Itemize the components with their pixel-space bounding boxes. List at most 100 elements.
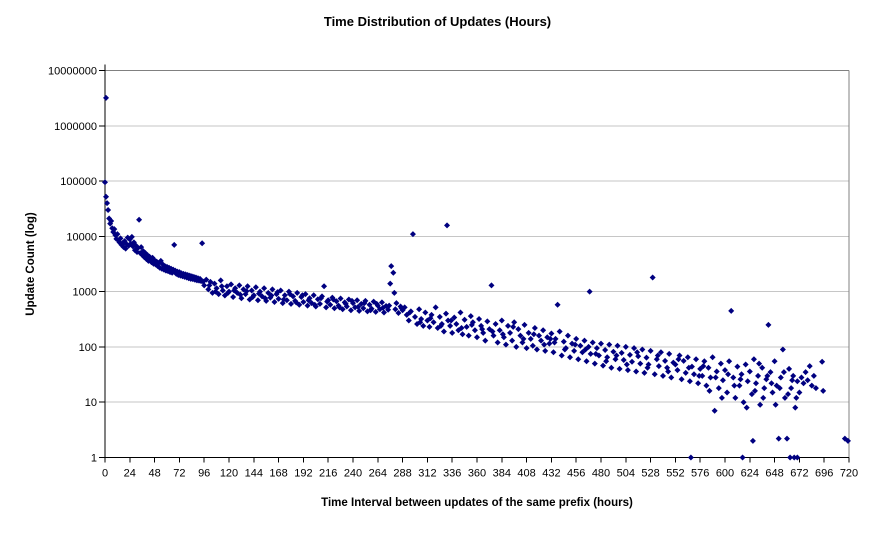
data-point [103,94,110,101]
data-point [684,354,691,361]
data-point [333,298,340,305]
x-tick-label: 672 [790,468,808,480]
data-point [793,394,800,401]
data-point [682,369,689,376]
data-point [325,297,332,304]
data-point [768,380,775,387]
data-point [459,331,466,338]
data-point [738,371,745,378]
data-point [500,334,507,341]
data-point [719,377,726,384]
data-point [794,378,801,385]
data-point [422,309,429,316]
data-point [381,309,387,316]
y-tick-label: 1000 [73,287,97,299]
data-point [740,399,747,406]
data-point [294,289,301,296]
data-point [572,341,579,348]
data-point [693,356,700,363]
data-point [748,391,755,398]
data-point [678,376,685,383]
data-point [715,385,722,392]
x-tick-label: 504 [617,468,635,480]
data-point [586,288,593,295]
data-point [674,367,681,374]
data-point [469,319,476,326]
data-point [798,374,805,381]
x-tick-label: 528 [641,468,659,480]
data-point [647,347,654,354]
x-tick-label: 96 [198,468,210,480]
data-point [288,300,294,307]
data-point [300,298,307,305]
data-point [213,285,220,292]
data-point [571,347,578,354]
data-point [412,313,418,320]
data-point [337,295,344,302]
data-point [385,306,392,313]
data-point [443,310,449,317]
data-point [323,304,330,311]
data-point [331,305,338,312]
data-point [746,368,753,375]
data-point [510,323,517,330]
x-tick-label: 456 [567,468,585,480]
data-point [556,328,563,335]
data-point [252,284,259,291]
data-point [765,321,772,328]
data-point [790,372,797,379]
data-point [771,358,778,365]
data-point [354,297,361,304]
data-point [722,367,728,374]
data-point [780,369,787,376]
data-point [701,358,708,365]
data-point [757,401,764,408]
data-point [666,350,673,357]
x-tick-label: 168 [269,468,287,480]
data-point [515,326,522,333]
x-tick-label: 432 [542,468,560,480]
data-point [453,320,460,327]
data-point [391,289,398,296]
data-point [775,435,782,442]
y-tick-label: 10 [85,397,97,409]
data-point [263,297,270,304]
data-point [275,295,282,302]
data-point [696,372,703,379]
data-point [585,343,592,350]
data-point [589,339,596,346]
data-point [498,317,505,324]
data-point [511,319,518,326]
data-point [772,401,779,408]
data-point [238,295,245,302]
data-point [407,308,414,315]
data-point [432,304,439,311]
data-point [144,252,151,259]
data-point [521,321,528,328]
data-point [395,310,402,317]
data-point [662,357,669,364]
data-point [319,293,325,300]
data-point [502,341,509,348]
data-point [633,368,640,375]
x-tick-label: 480 [592,468,610,480]
data-point [243,288,250,295]
x-tick-label: 120 [220,468,238,480]
x-tick-label: 720 [840,468,858,480]
y-tick-label: 100 [79,342,97,354]
data-point [136,216,143,223]
data-point [728,307,735,314]
data-point [616,365,623,372]
data-point [703,382,710,389]
data-point [360,305,367,312]
data-point [552,335,559,342]
x-tick-label: 624 [741,468,759,480]
data-point [759,364,766,371]
data-point [536,332,542,339]
data-point [230,294,237,301]
data-point [643,354,650,361]
data-point [629,358,635,365]
x-tick-label: 288 [393,468,411,480]
